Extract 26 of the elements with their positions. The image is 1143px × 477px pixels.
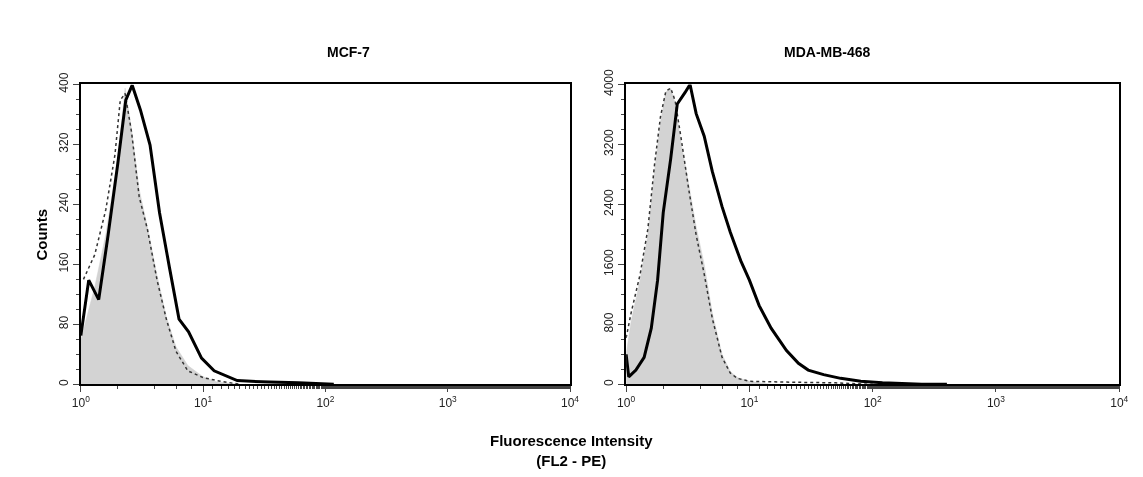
y-tick-label: 3200: [602, 128, 617, 156]
y-tick-label: 160: [57, 252, 72, 273]
chart-title: MCF-7: [327, 44, 370, 60]
x-tick-label: 10$^{3}$: [438, 393, 458, 410]
y-tick-label: 800: [602, 312, 617, 333]
y-tick-label: 0: [57, 378, 72, 386]
y-axis-title: Counts: [32, 208, 50, 261]
x-axis-title: Fluorescence Intensity (FL2 - PE): [490, 432, 654, 469]
y-tick-label: 240: [57, 192, 72, 213]
x-tick-label: 10$^{1}$: [740, 393, 759, 410]
x-tick-label: 10$^{3}$: [986, 393, 1006, 410]
y-tick-label: 0: [602, 378, 617, 386]
x-tick-label: 10$^{2}$: [863, 393, 883, 410]
y-tick-label: 80: [57, 315, 72, 330]
x-tick-label: 10$^{4}$: [1110, 393, 1129, 410]
x-tick-label: 10$^{1}$: [194, 393, 213, 410]
y-tick-label: 400: [57, 72, 72, 93]
x-tick-label: 10$^{4}$: [561, 393, 580, 410]
x-tick-label: 10$^{0}$: [617, 393, 636, 410]
chart-title: MDA-MB-468: [784, 44, 871, 60]
x-tick-label: 10$^{2}$: [316, 393, 335, 410]
y-tick-label: 2400: [602, 188, 617, 216]
x-tick-label: 10$^{0}$: [71, 393, 91, 410]
y-tick-label: 1600: [602, 248, 617, 276]
y-tick-label: 320: [57, 132, 72, 153]
y-tick-label: 4000: [602, 68, 617, 96]
